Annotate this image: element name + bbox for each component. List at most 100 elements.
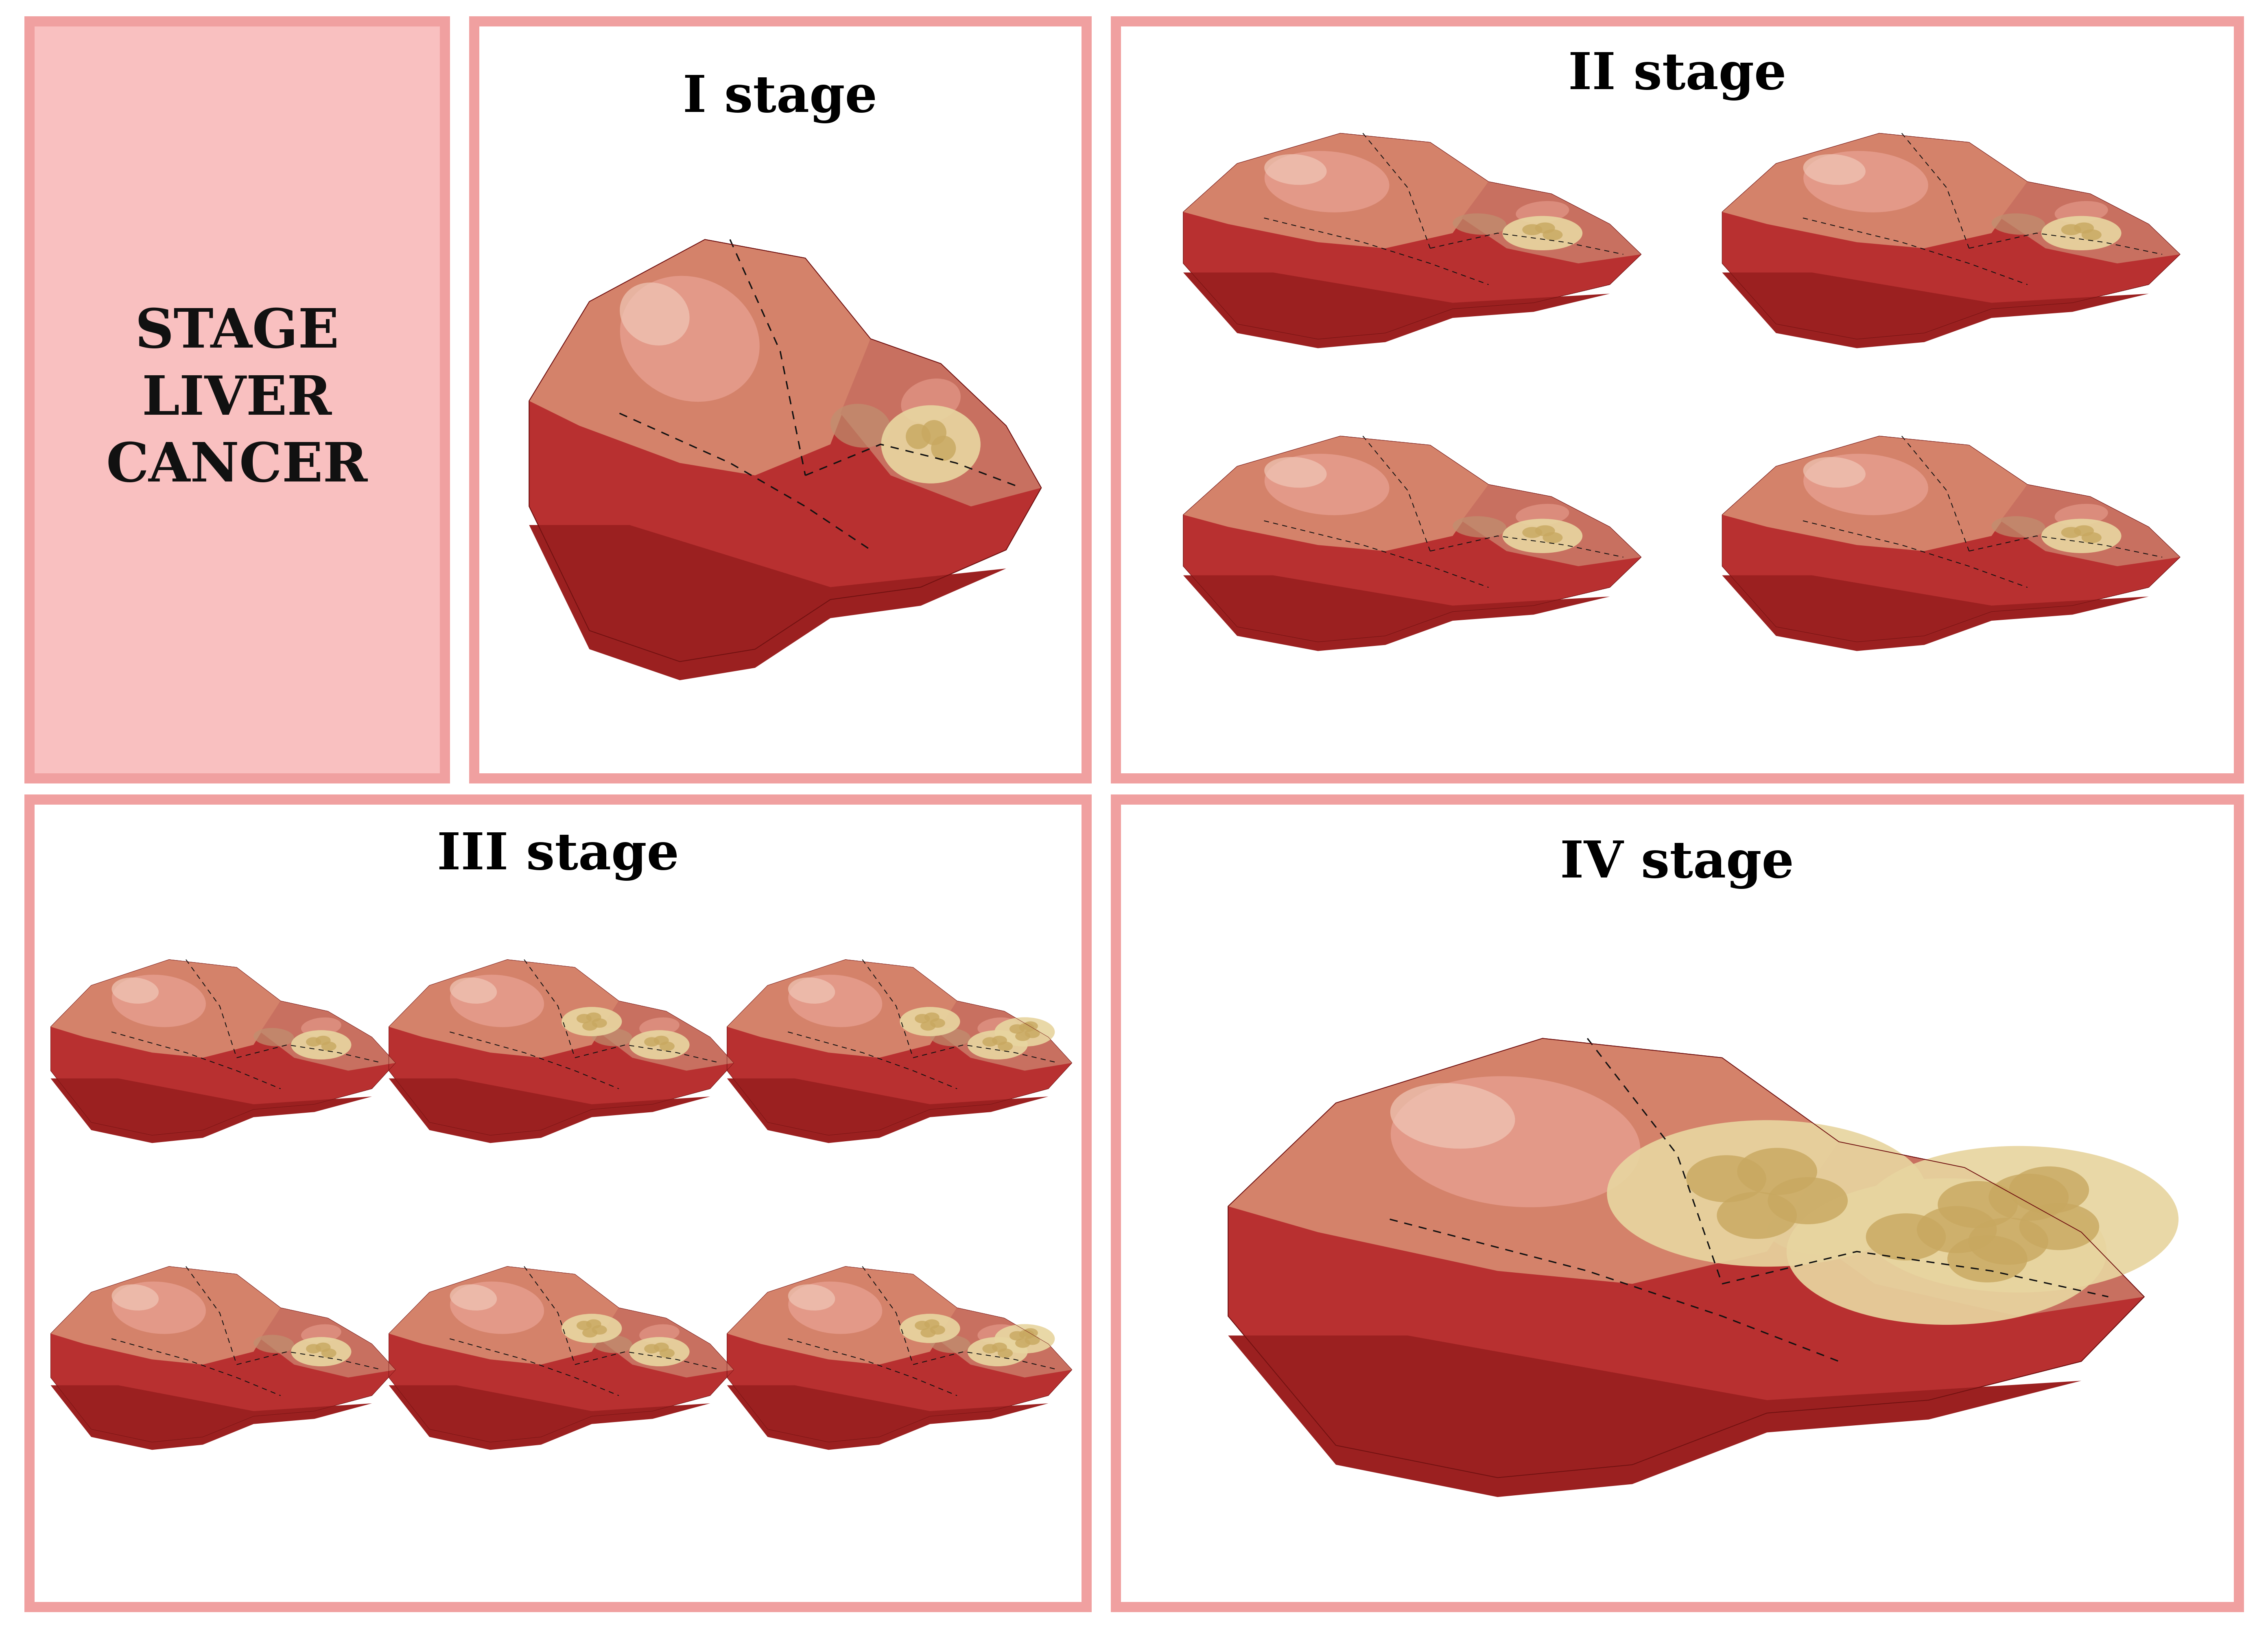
Polygon shape bbox=[50, 1078, 388, 1143]
Polygon shape bbox=[599, 1001, 735, 1071]
Polygon shape bbox=[1184, 436, 1642, 641]
Polygon shape bbox=[599, 1307, 735, 1377]
Ellipse shape bbox=[619, 275, 760, 402]
Text: STAGE
LIVER
CANCER: STAGE LIVER CANCER bbox=[107, 306, 367, 493]
Ellipse shape bbox=[925, 1013, 939, 1022]
Ellipse shape bbox=[998, 1348, 1014, 1358]
Polygon shape bbox=[1721, 436, 2180, 641]
Polygon shape bbox=[50, 959, 281, 1058]
Ellipse shape bbox=[628, 1031, 689, 1060]
Ellipse shape bbox=[449, 1284, 497, 1311]
Ellipse shape bbox=[1991, 213, 2046, 234]
Ellipse shape bbox=[1948, 1236, 2028, 1283]
Ellipse shape bbox=[991, 1343, 1007, 1351]
Polygon shape bbox=[1721, 133, 2180, 339]
Ellipse shape bbox=[921, 1328, 937, 1338]
Polygon shape bbox=[728, 1078, 1066, 1143]
Polygon shape bbox=[261, 1307, 395, 1377]
Polygon shape bbox=[388, 1078, 728, 1143]
Ellipse shape bbox=[1018, 1022, 1034, 1032]
Polygon shape bbox=[528, 526, 1032, 681]
Text: III stage: III stage bbox=[438, 832, 678, 881]
Polygon shape bbox=[388, 1267, 735, 1442]
Polygon shape bbox=[1184, 272, 1633, 348]
Ellipse shape bbox=[583, 1021, 596, 1031]
Ellipse shape bbox=[644, 1345, 660, 1353]
Ellipse shape bbox=[2055, 200, 2107, 223]
Ellipse shape bbox=[576, 1014, 592, 1024]
Ellipse shape bbox=[1016, 1032, 1030, 1040]
Ellipse shape bbox=[1894, 1184, 2000, 1229]
Polygon shape bbox=[1229, 1039, 2143, 1478]
Polygon shape bbox=[728, 959, 1073, 1135]
Ellipse shape bbox=[914, 1320, 930, 1330]
Ellipse shape bbox=[1535, 526, 1556, 536]
Polygon shape bbox=[728, 1267, 1073, 1442]
Ellipse shape bbox=[1009, 1332, 1025, 1340]
Ellipse shape bbox=[1916, 1206, 1996, 1254]
Ellipse shape bbox=[1608, 1120, 1928, 1267]
Polygon shape bbox=[728, 959, 957, 1058]
Ellipse shape bbox=[1969, 1218, 2048, 1265]
Polygon shape bbox=[1184, 575, 1633, 651]
Polygon shape bbox=[50, 1385, 388, 1451]
Ellipse shape bbox=[1023, 1021, 1039, 1031]
Ellipse shape bbox=[830, 404, 891, 448]
Ellipse shape bbox=[306, 1345, 322, 1353]
Ellipse shape bbox=[2062, 527, 2082, 537]
Ellipse shape bbox=[787, 977, 835, 1004]
Ellipse shape bbox=[640, 1017, 680, 1035]
Text: IV stage: IV stage bbox=[1560, 840, 1794, 889]
Polygon shape bbox=[50, 1267, 395, 1442]
Ellipse shape bbox=[1767, 1210, 1876, 1255]
Ellipse shape bbox=[925, 1319, 939, 1328]
Polygon shape bbox=[1721, 436, 2028, 552]
Ellipse shape bbox=[640, 1324, 680, 1343]
Ellipse shape bbox=[900, 379, 962, 423]
Ellipse shape bbox=[1803, 155, 1867, 186]
Ellipse shape bbox=[900, 1314, 959, 1343]
Ellipse shape bbox=[111, 1281, 206, 1333]
Ellipse shape bbox=[1787, 1179, 2107, 1325]
Ellipse shape bbox=[2041, 217, 2121, 251]
Polygon shape bbox=[388, 1267, 619, 1364]
Polygon shape bbox=[50, 959, 395, 1135]
Ellipse shape bbox=[968, 1031, 1027, 1060]
Ellipse shape bbox=[644, 1037, 660, 1047]
Ellipse shape bbox=[1803, 151, 1928, 212]
Ellipse shape bbox=[930, 1027, 971, 1047]
Polygon shape bbox=[937, 1307, 1073, 1377]
Ellipse shape bbox=[993, 1017, 1055, 1047]
Ellipse shape bbox=[2041, 519, 2121, 554]
Ellipse shape bbox=[111, 975, 206, 1027]
Ellipse shape bbox=[982, 1037, 998, 1047]
Ellipse shape bbox=[921, 1021, 937, 1031]
Polygon shape bbox=[841, 339, 1041, 506]
Ellipse shape bbox=[914, 1014, 930, 1024]
Polygon shape bbox=[728, 1267, 957, 1364]
Ellipse shape bbox=[1989, 1174, 2068, 1221]
Ellipse shape bbox=[1535, 223, 1556, 233]
Ellipse shape bbox=[306, 1037, 322, 1047]
Ellipse shape bbox=[978, 1324, 1018, 1343]
Ellipse shape bbox=[585, 1013, 601, 1022]
Ellipse shape bbox=[1266, 454, 1390, 514]
Ellipse shape bbox=[254, 1335, 295, 1353]
Ellipse shape bbox=[592, 1325, 608, 1335]
Ellipse shape bbox=[315, 1343, 331, 1351]
Ellipse shape bbox=[2082, 532, 2102, 544]
Text: I stage: I stage bbox=[683, 75, 878, 124]
Ellipse shape bbox=[905, 423, 930, 449]
Ellipse shape bbox=[1263, 155, 1327, 186]
Ellipse shape bbox=[930, 1325, 946, 1335]
Polygon shape bbox=[1461, 485, 1642, 567]
Ellipse shape bbox=[2009, 1166, 2089, 1213]
Ellipse shape bbox=[991, 1035, 1007, 1045]
Ellipse shape bbox=[585, 1319, 601, 1328]
Ellipse shape bbox=[2082, 230, 2102, 241]
Ellipse shape bbox=[1717, 1192, 1796, 1239]
Ellipse shape bbox=[932, 436, 955, 461]
Polygon shape bbox=[728, 1385, 1066, 1451]
Ellipse shape bbox=[302, 1324, 340, 1343]
Ellipse shape bbox=[592, 1019, 608, 1027]
